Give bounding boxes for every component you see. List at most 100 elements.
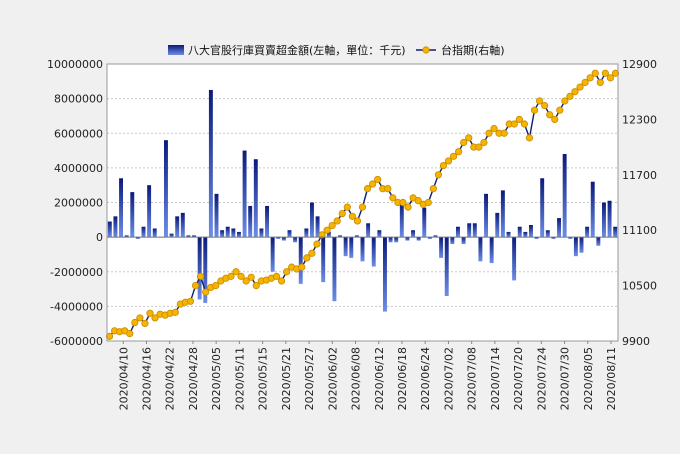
bar [180,212,185,238]
bar [281,237,286,241]
bar [444,237,449,296]
bar [242,150,247,238]
line-point [475,143,483,151]
bar [427,237,432,239]
line-point [515,115,523,124]
bar [517,226,522,238]
bar [416,237,421,241]
line-point [546,111,554,119]
line-point [313,240,321,248]
x-tick-label: 2020/06/12 [373,347,386,410]
line-point [551,115,559,124]
x-tick-label: 2020/04/28 [187,347,200,410]
line-point [196,272,205,280]
line-point [535,97,544,105]
line-point [105,332,114,340]
bar [534,237,539,239]
bar [388,237,393,243]
line-point [277,277,286,285]
bar [382,237,387,312]
line-point [272,272,281,280]
line-point [480,138,488,147]
x-tick-label: 2020/07/30 [559,347,572,410]
x-tick-label: 2020/06/18 [396,347,409,410]
bar [220,230,225,238]
bar [360,237,365,262]
bar [309,202,314,238]
line-point [151,314,159,322]
line-point [389,194,397,202]
line-point [444,157,453,165]
x-tick-label: 2020/07/02 [442,347,455,410]
x-tick-label: 2020/07/08 [466,347,479,410]
x-tick-label: 2020/06/08 [350,347,363,410]
bar [568,237,573,239]
bar-series [107,89,618,312]
bar [259,228,264,238]
plot-border [106,63,619,342]
line-point [520,120,529,128]
line-point [525,134,534,142]
line-point [308,249,316,257]
legend: 八大官股行庫買賣超金額(左軸，單位：千元) 台指期(右軸) [168,43,505,57]
bar [321,237,326,283]
left-axis-tick-label: -2000000 [50,266,103,279]
line-point [460,138,468,147]
left-axis-tick-label: 10000000 [47,58,103,71]
bar [208,89,213,238]
bar [500,190,505,238]
bar [585,226,590,238]
line-point [424,198,432,207]
line-point [212,281,220,290]
bar [107,221,112,238]
x-tick-label: 2020/05/11 [233,347,246,410]
bar [130,192,135,238]
line-point [449,152,458,160]
right-axis-tick-label: 11700 [622,169,657,182]
line-series [105,69,620,340]
bar [601,202,606,238]
line-point [333,217,341,225]
bar [613,226,618,238]
x-tick-label: 2020/04/22 [164,347,177,410]
line-point [465,134,473,142]
legend-bar-swatch [168,45,184,55]
line-point [171,308,179,316]
left-axis-tick-label: -4000000 [50,300,103,313]
x-tick-label: 2020/08/05 [582,347,595,410]
line-point [384,185,392,193]
bar [169,233,174,238]
right-axis-tick-label: 10500 [622,280,657,293]
left-axis-tick-label: 6000000 [54,127,103,140]
line-point [586,74,594,82]
line-point [191,281,200,290]
line-point [131,318,139,327]
line-point [358,203,367,211]
bar [152,228,157,238]
line-point [323,226,331,234]
line-point [298,263,306,271]
right-axis-tick-label: 9900 [622,335,650,348]
bar [276,237,281,239]
line-point [455,148,463,156]
line-point [576,83,584,91]
bar [461,237,466,245]
line-point [343,203,351,211]
legend-line-label: 台指期(右軸) [441,43,505,57]
bar [124,235,129,238]
bar [354,235,359,238]
bar [489,237,494,264]
line-point [541,101,549,110]
line-point [581,78,589,87]
bar [338,235,343,238]
bar [540,178,545,238]
x-tick-label: 2020/05/05 [210,347,223,410]
bar [147,185,152,238]
line-point [242,277,250,285]
line-point [186,297,195,305]
bar [557,218,562,238]
bar [248,205,253,238]
line-point [434,171,442,179]
x-tick-label: 2020/04/10 [117,347,130,410]
